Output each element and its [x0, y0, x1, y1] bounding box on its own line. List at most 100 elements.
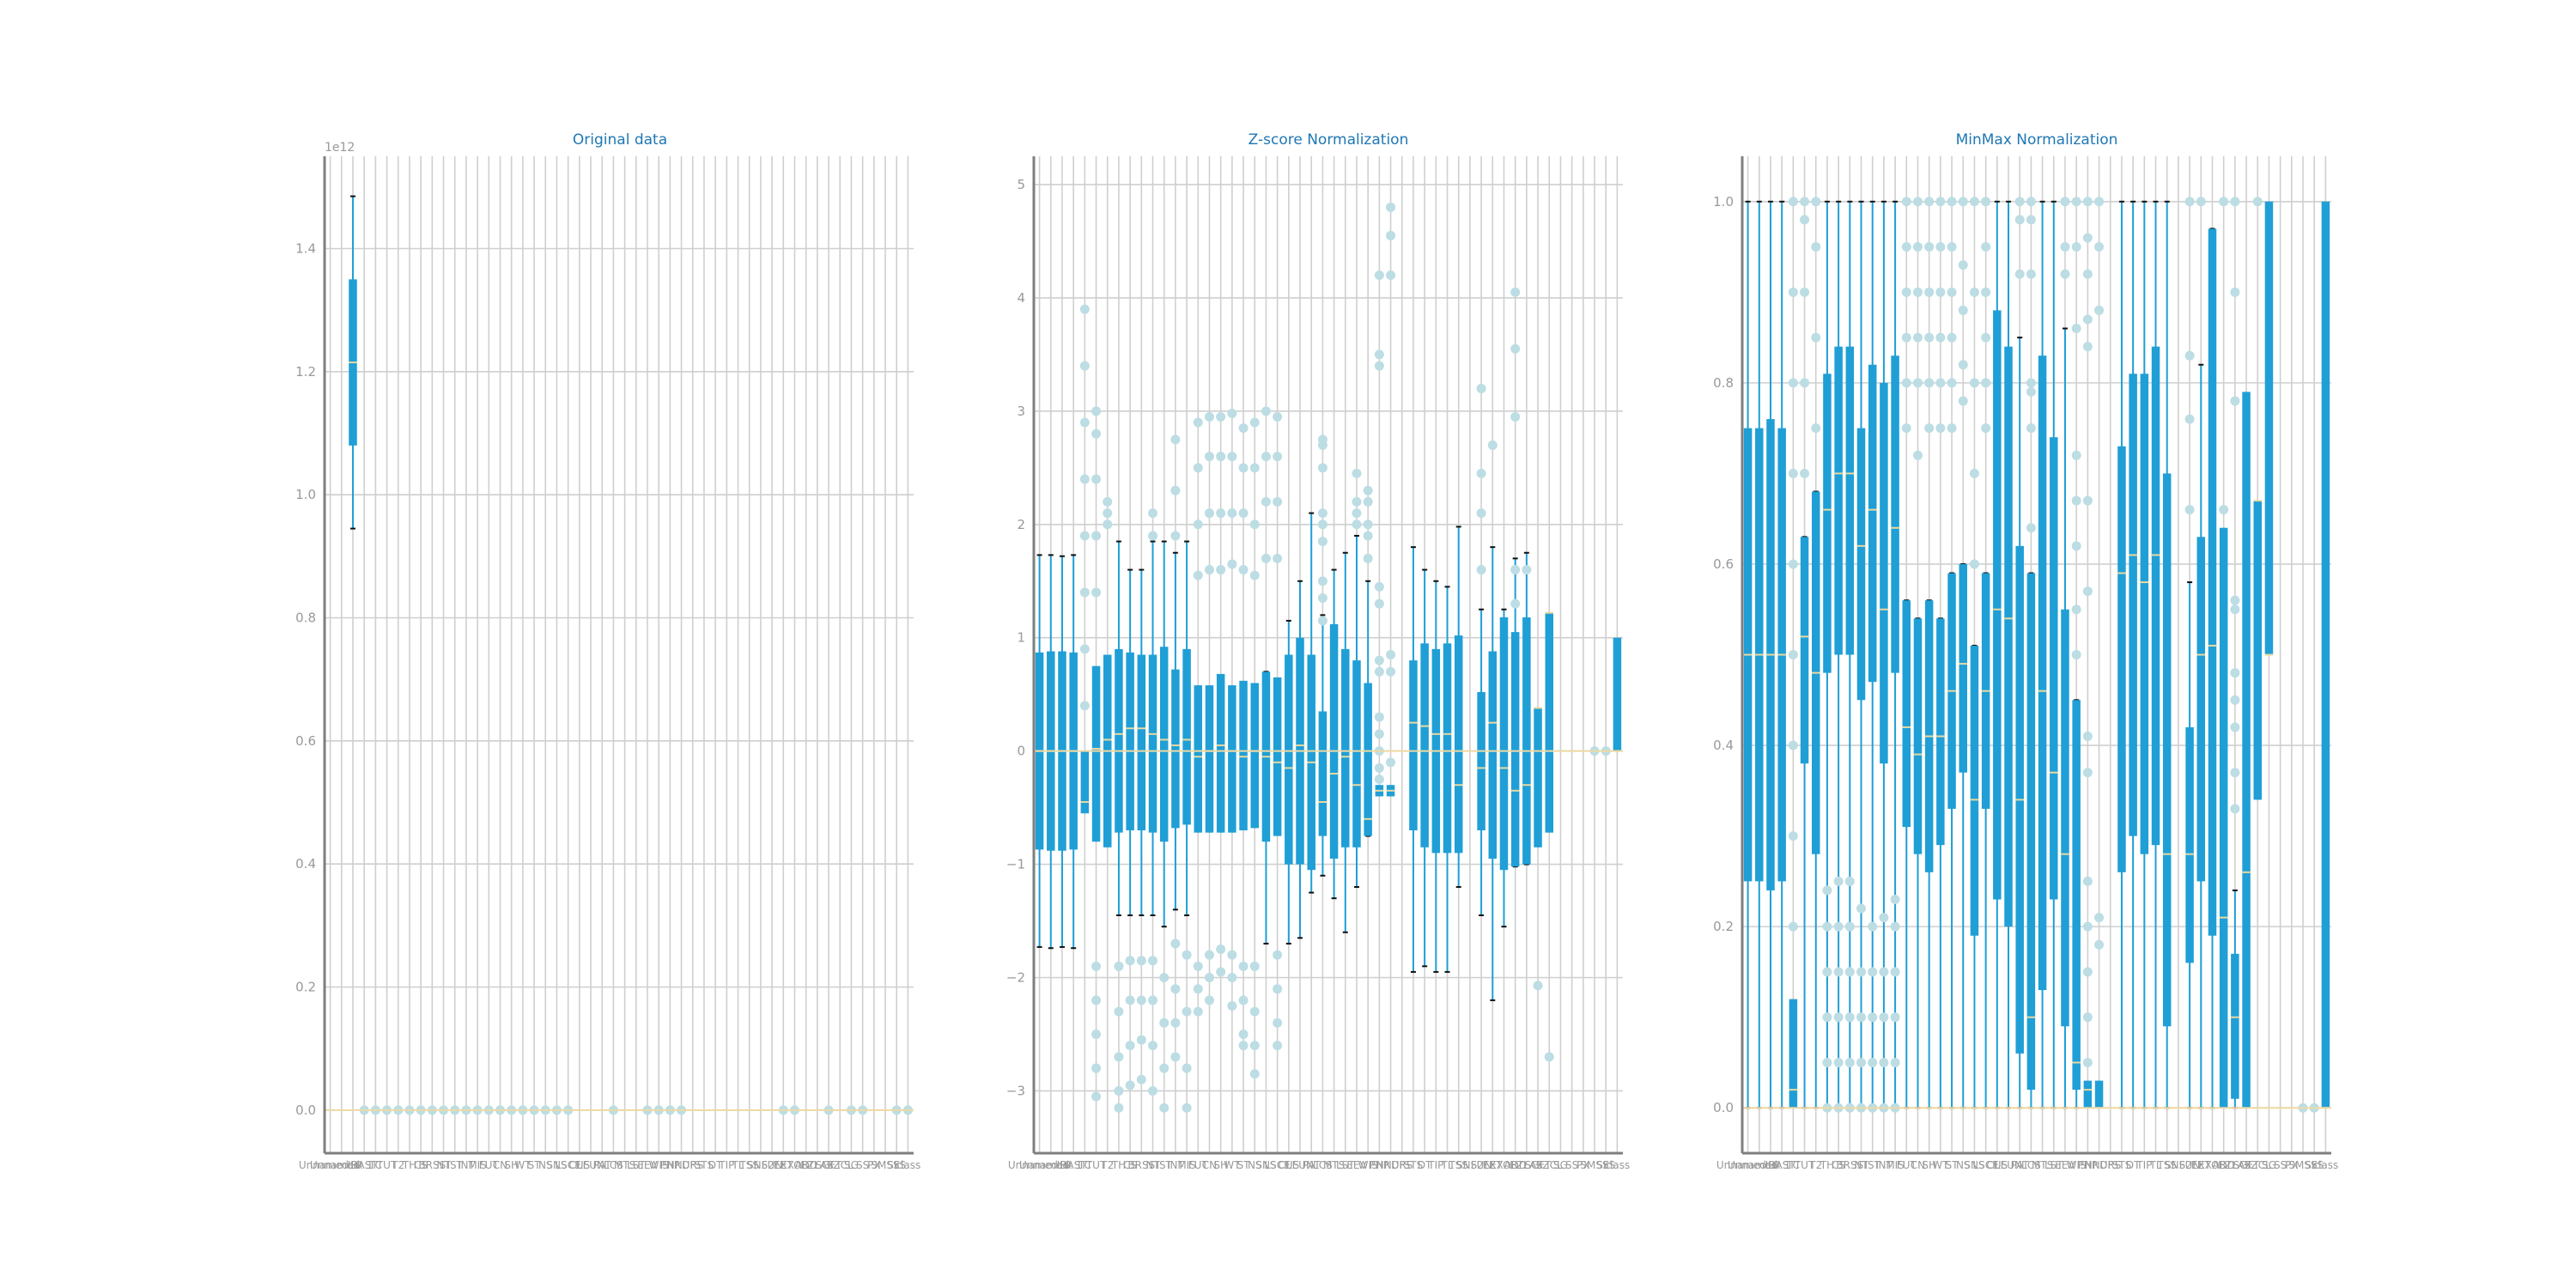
x-tick-label: TH: [1111, 1159, 1126, 1171]
outlier-point: [1204, 973, 1214, 983]
box-plot: [2060, 197, 2070, 1109]
box-plot: [1868, 200, 1878, 1113]
box-plot: [2230, 197, 2240, 1109]
box-iqr: [1216, 673, 1225, 833]
outlier-point: [1238, 1041, 1249, 1051]
x-tick-label: ID: [348, 1159, 359, 1171]
x-tick-label: SH: [504, 1159, 519, 1171]
outlier-point: [2071, 324, 2081, 334]
outlier-point: [1844, 921, 1855, 932]
y-tick-label: 1.0: [295, 487, 316, 502]
outlier-point: [1238, 1029, 1249, 1039]
outlier-point: [1924, 378, 1935, 388]
x-tick-label: PHP: [2078, 1159, 2099, 1171]
y-tick-label: 0.6: [1713, 556, 1734, 572]
x-tick-label: TC: [1786, 1159, 1800, 1171]
outlier-point: [2082, 342, 2093, 352]
outlier-point: [1510, 411, 1521, 422]
x-tick-label: SH: [1922, 1159, 1936, 1171]
outlier-point: [1125, 1080, 1135, 1091]
outlier-point: [2230, 804, 2240, 814]
outlier-point: [2230, 595, 2240, 605]
x-tick-label: NNUF: [1376, 1159, 1406, 1171]
outlier-point: [1170, 939, 1181, 949]
x-tick-label: STS: [695, 1159, 714, 1171]
outlier-point: [1249, 570, 1260, 580]
outlier-point: [1114, 1085, 1124, 1096]
x-tick-label: LST: [1336, 1159, 1355, 1171]
x-tick-label: SGFT: [1525, 1159, 1552, 1171]
x-tick-label: ST: [1946, 1159, 1959, 1171]
outlier-point: [1091, 428, 1102, 439]
outlier-point: [1912, 332, 1923, 343]
outlier-point: [1079, 361, 1090, 371]
box-iqr: [1522, 617, 1531, 865]
box-plot: [2264, 201, 2274, 656]
outlier-point: [1170, 1018, 1181, 1028]
x-tick-label: Unnamed: 1: [310, 1159, 374, 1171]
outlier-point: [1935, 378, 1946, 388]
x-tick-label: LEUN: [1995, 1159, 2022, 1171]
box-iqr: [2162, 473, 2172, 1027]
box-plot: [2162, 200, 2172, 1109]
x-tick-label: Unnamed: 0: [1716, 1159, 1780, 1171]
outlier-point: [1868, 1012, 1878, 1023]
x-tick-label: CS: [414, 1159, 428, 1171]
outlier-point: [1159, 1063, 1170, 1073]
x-tick-label: SGFT: [2233, 1159, 2261, 1171]
chart-title: MinMax Normalization: [1956, 131, 2118, 149]
outlier-point: [1981, 197, 1991, 207]
outlier-point: [1204, 950, 1214, 960]
x-tick-label: TSS: [2156, 1159, 2177, 1171]
outlier-point: [1386, 202, 1396, 212]
outlier-point: [1125, 956, 1135, 966]
outlier-point: [1216, 508, 1226, 519]
outlier-point: [1924, 242, 1935, 252]
outlier-point: [1901, 287, 1911, 297]
outlier-point: [1386, 230, 1396, 240]
box-iqr: [1148, 654, 1157, 833]
x-tick-label: TC: [1078, 1159, 1091, 1171]
x-tick-label: Unnamed: 1: [1728, 1159, 1791, 1171]
x-tick-label: NNUF: [667, 1159, 696, 1171]
outlier-point: [2082, 967, 2093, 977]
outlier-point: [2082, 197, 2093, 207]
outlier-point: [1227, 452, 1237, 462]
x-tick-label: Unnamed: 0: [299, 1159, 362, 1171]
x-tick-label: SMSS: [871, 1159, 899, 1171]
x-tick-label: SMSS: [2288, 1159, 2317, 1171]
box-plot: [1856, 200, 1867, 1113]
y-tick-label: 0.8: [1713, 375, 1734, 391]
outlier-point: [1170, 434, 1181, 445]
outlier-point: [1182, 1063, 1192, 1073]
box-plot: [2151, 200, 2160, 1109]
outlier-point: [1947, 423, 1957, 434]
outlier-point: [1374, 712, 1384, 722]
x-tick-label: RAST: [1769, 1159, 1796, 1171]
y-tick-label: 2: [1017, 517, 1025, 532]
box-plot: [2196, 197, 2206, 1109]
x-tick-label: WIS: [2067, 1159, 2087, 1171]
outlier-point: [1238, 961, 1249, 971]
x-tick-label: DRS: [682, 1159, 703, 1171]
outlier-point: [1800, 287, 1810, 297]
outlier-point: [2082, 233, 2093, 243]
box-iqr: [2253, 501, 2262, 800]
outlier-point: [1103, 508, 1113, 519]
outlier-point: [1912, 450, 1923, 460]
box-plot: [1148, 508, 1158, 1096]
box-plot: [1912, 197, 1923, 1109]
outlier-point: [1114, 1052, 1124, 1062]
outlier-point: [1844, 967, 1855, 977]
x-tick-label: Unnamed: 1: [1019, 1159, 1083, 1171]
x-tick-label: ST: [1237, 1159, 1251, 1171]
x-tick-label: CUS: [1986, 1159, 2008, 1171]
outlier-point: [1216, 967, 1226, 977]
outlier-point: [1079, 587, 1090, 598]
axes: [1032, 156, 1623, 1155]
outlier-point: [1182, 1103, 1192, 1113]
outlier-point: [1079, 531, 1090, 541]
outlier-point: [1947, 197, 1957, 207]
y-tick-label: −1: [1006, 857, 1025, 872]
